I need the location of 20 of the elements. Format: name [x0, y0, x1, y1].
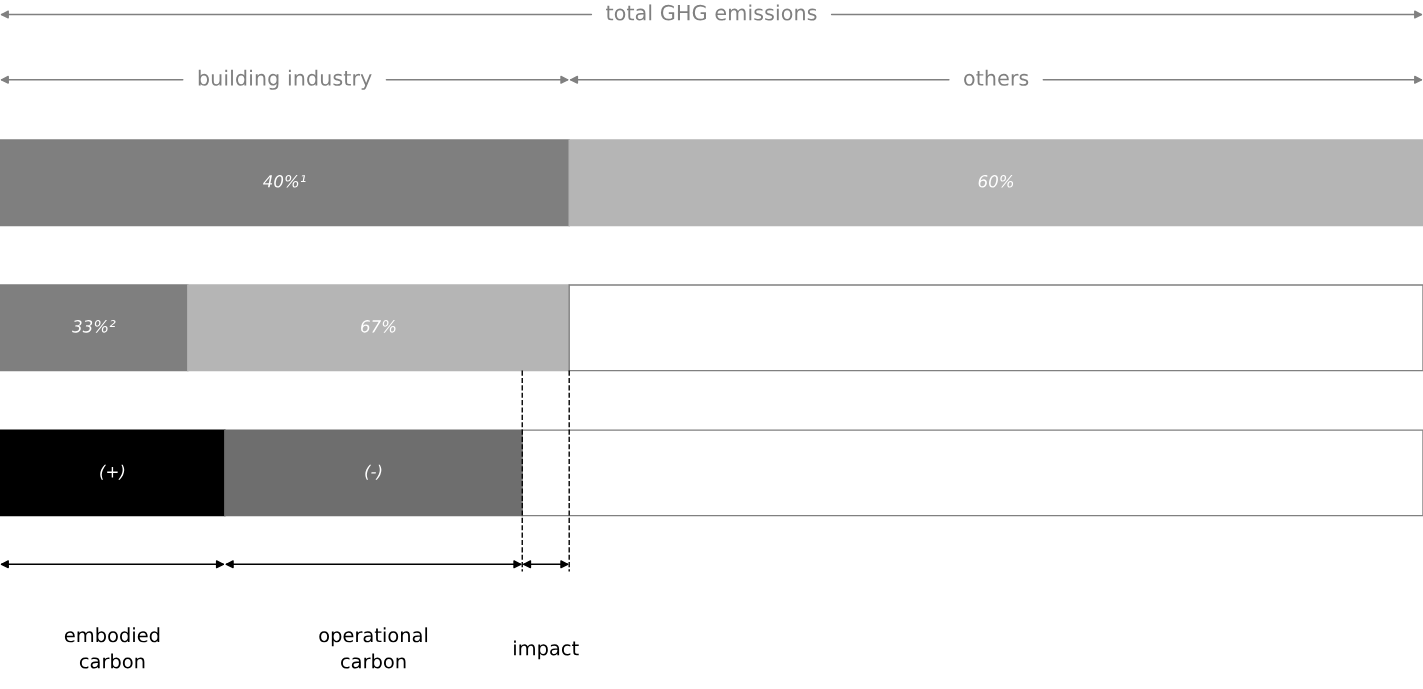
text: total GHG emissions: [606, 4, 817, 21]
text: embodied carbon: [64, 627, 160, 669]
annotation: 33%²: [72, 320, 116, 333]
bar: [0, 284, 189, 372]
bar: [0, 139, 570, 227]
text: others: [964, 69, 1029, 86]
text: operational carbon: [319, 627, 428, 669]
bar: [224, 429, 523, 517]
data-label: 40%¹: [263, 175, 306, 188]
data-label: 60%: [978, 175, 1014, 188]
bar: [568, 139, 1423, 227]
annotation: 67%: [361, 320, 396, 333]
text: building industry: [198, 69, 372, 90]
data-label: (+): [100, 464, 125, 480]
bar: [568, 284, 1423, 372]
text: impact: [514, 640, 579, 660]
bar: [187, 284, 570, 372]
bar: [521, 429, 1423, 517]
bar: [0, 429, 226, 517]
data-label: (-): [365, 464, 382, 480]
